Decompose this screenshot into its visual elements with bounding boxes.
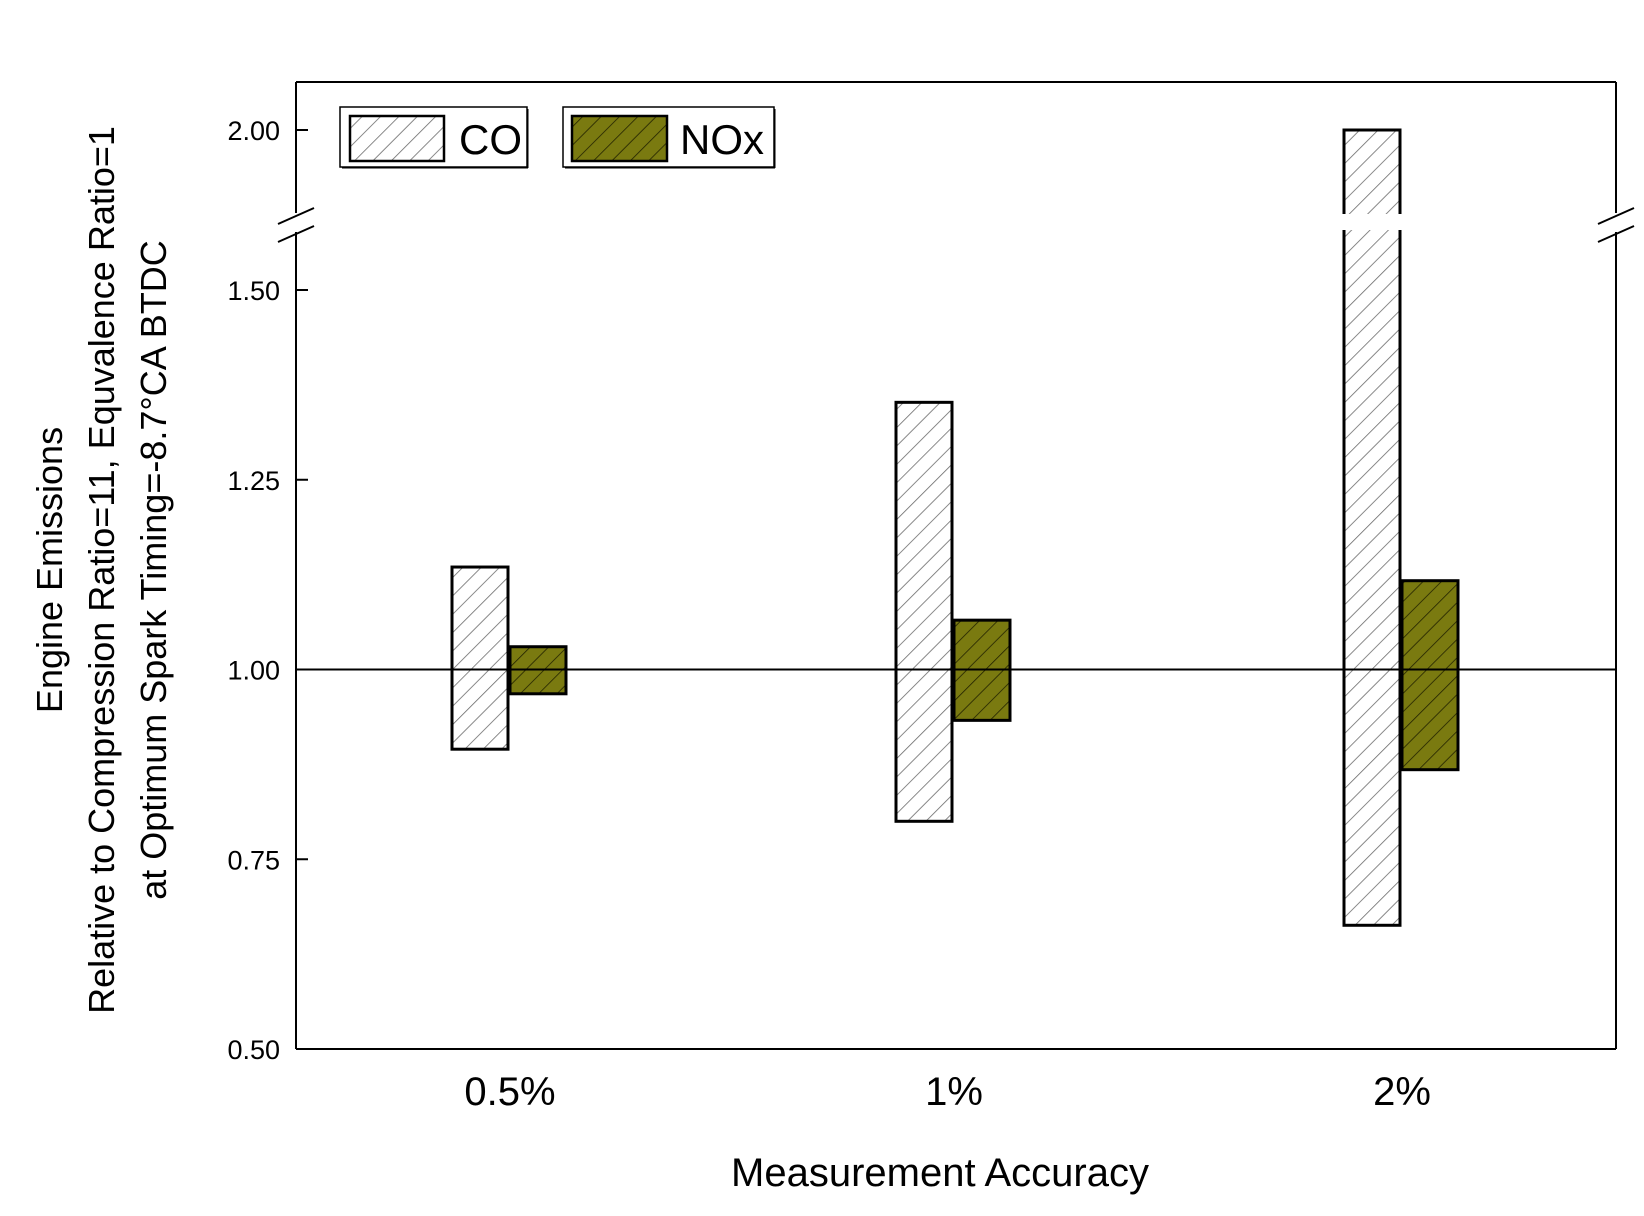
- axis-break-mark-left-1: [277, 207, 315, 225]
- y-tick-label: 1.50: [227, 276, 280, 306]
- axis-break-mark-right-2: [1597, 225, 1635, 243]
- legend-nox-label: NOx: [680, 116, 764, 163]
- y-tick-label: 1.25: [227, 466, 280, 496]
- x-tick-label: 1%: [925, 1070, 983, 1114]
- x-axis-label: Measurement Accuracy: [731, 1151, 1149, 1195]
- bar-co-1: [894, 400, 954, 823]
- y-axis-label-line-2: Relative to Compression Ratio=11, Equval…: [81, 126, 122, 1014]
- legend-co-label: CO: [459, 116, 522, 163]
- bar-co-2: [1342, 128, 1402, 927]
- bar-nox-2: [1400, 579, 1460, 772]
- y-tick-label: 1.00: [227, 656, 280, 686]
- y-axis-label-line-3: at Optimum Spark Timing=-8.7°CA BTDC: [133, 240, 174, 900]
- y-tick-label: 0.75: [227, 845, 280, 875]
- bar-break-gap: [1341, 214, 1403, 230]
- legend-co-swatch: [348, 114, 446, 163]
- axis-break-mark-right-1: [1597, 207, 1635, 225]
- legend: CO NOx: [339, 106, 776, 169]
- axis-break-mark-left-2: [277, 225, 315, 243]
- y-tick-label: 0.50: [227, 1035, 280, 1065]
- x-tick-label: 0.5%: [464, 1070, 555, 1114]
- y-axis-label-line-1: Engine Emissions: [29, 427, 70, 713]
- legend-nox-swatch: [570, 114, 669, 163]
- x-tick-label: 2%: [1373, 1070, 1431, 1114]
- y-tick-label: 2.00: [227, 116, 280, 146]
- bar-co-0: [450, 565, 510, 751]
